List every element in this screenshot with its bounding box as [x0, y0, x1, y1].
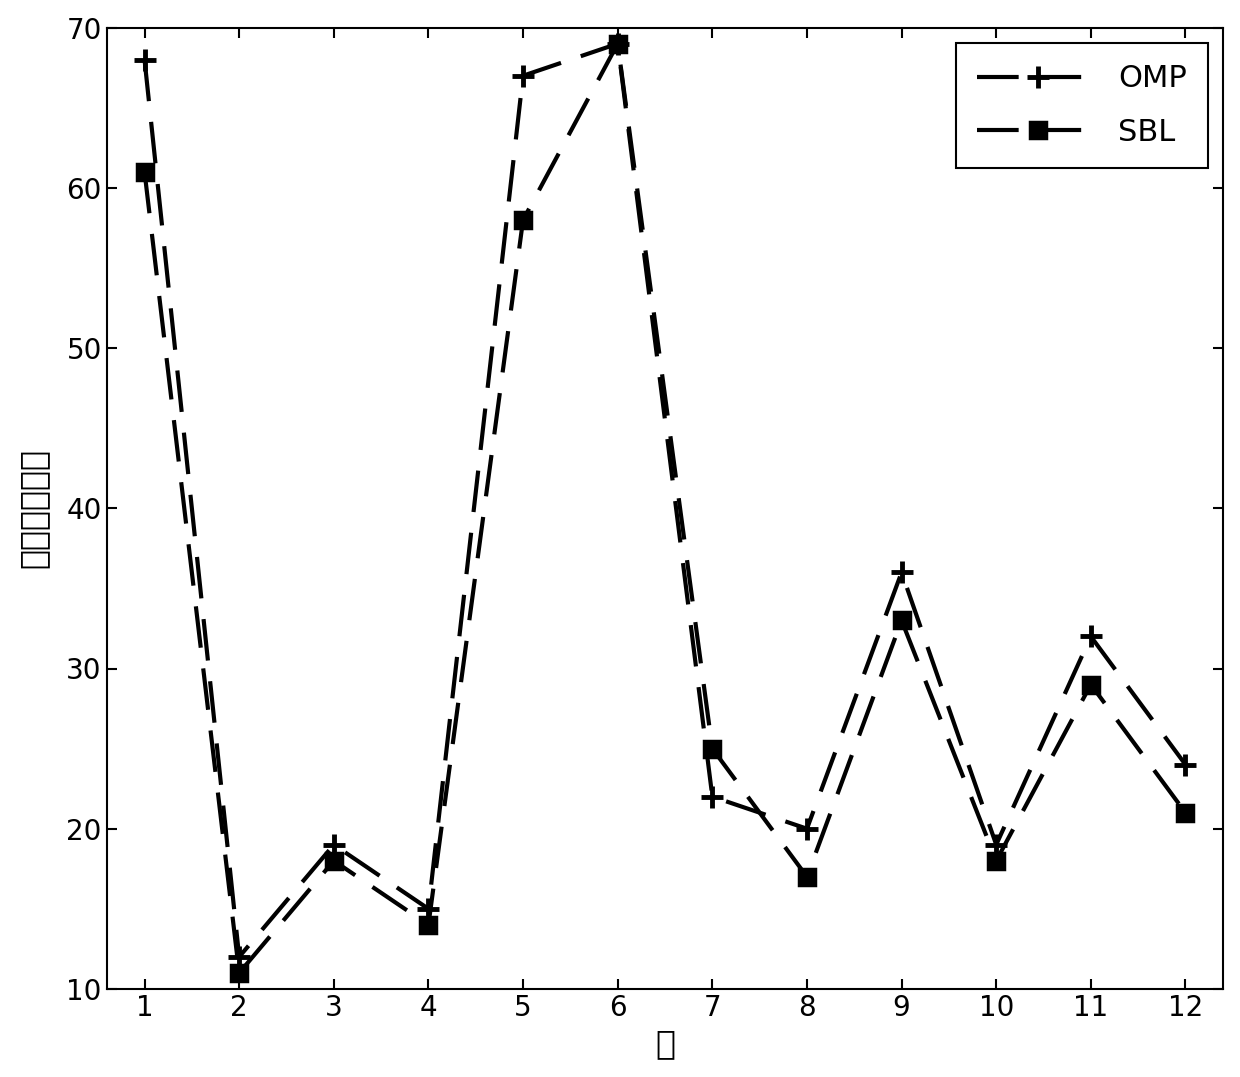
OMP	[1084, 630, 1099, 643]
OMP	[422, 903, 436, 915]
SBL	[516, 213, 531, 226]
OMP	[516, 69, 531, 82]
OMP	[704, 791, 719, 803]
OMP	[894, 565, 909, 578]
X-axis label: 帧: 帧	[655, 1027, 675, 1061]
OMP	[138, 53, 153, 66]
Line: SBL: SBL	[136, 36, 1193, 980]
SBL	[138, 166, 153, 179]
OMP	[326, 838, 341, 851]
OMP	[1178, 758, 1193, 771]
Legend: OMP, SBL: OMP, SBL	[956, 43, 1208, 168]
Line: OMP: OMP	[134, 32, 1197, 968]
OMP	[610, 38, 625, 51]
OMP	[988, 838, 1003, 851]
SBL	[326, 854, 341, 867]
SBL	[704, 742, 719, 755]
SBL	[1084, 679, 1099, 691]
SBL	[232, 966, 247, 979]
SBL	[800, 870, 815, 883]
SBL	[988, 854, 1003, 867]
SBL	[422, 919, 436, 932]
OMP	[800, 822, 815, 835]
SBL	[1178, 807, 1193, 820]
Y-axis label: 有效噪声方差: 有效噪声方差	[16, 448, 50, 569]
SBL	[610, 38, 625, 51]
OMP	[232, 950, 247, 963]
SBL	[894, 614, 909, 627]
